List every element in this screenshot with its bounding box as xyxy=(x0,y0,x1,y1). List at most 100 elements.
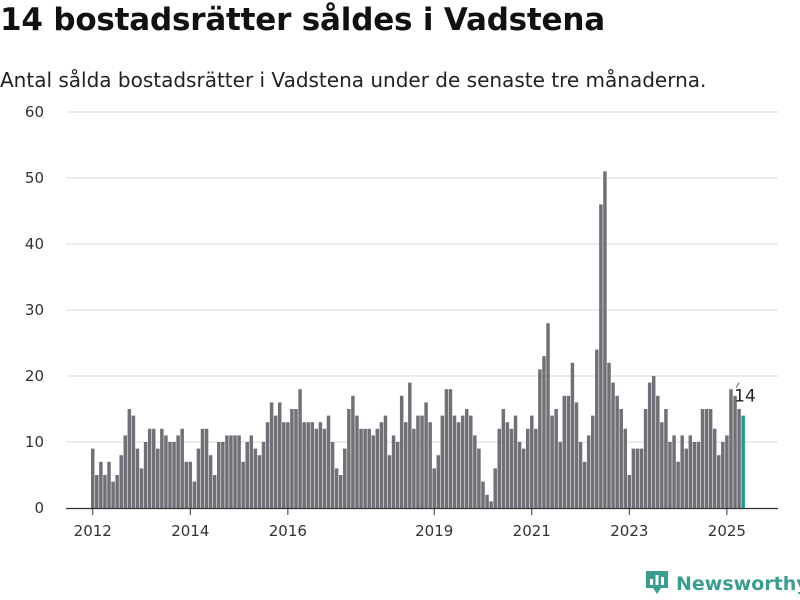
bar xyxy=(168,442,172,508)
bar xyxy=(680,435,684,508)
highlighted-bar xyxy=(741,415,745,508)
bar xyxy=(404,422,408,508)
bar xyxy=(416,415,420,508)
bar xyxy=(318,422,323,508)
bar xyxy=(424,402,428,508)
bar xyxy=(574,402,579,508)
bar xyxy=(460,415,465,508)
bar xyxy=(180,428,184,508)
brand-logo[interactable]: Newsworthy xyxy=(644,568,800,600)
bar xyxy=(591,415,595,508)
chart-title: 14 bostadsrätter såldes i Vadstena xyxy=(0,2,605,38)
bar xyxy=(326,415,331,508)
bar xyxy=(237,435,241,508)
bar xyxy=(196,448,201,508)
bar xyxy=(656,395,660,508)
bar xyxy=(151,428,156,508)
bar xyxy=(131,415,136,508)
bar xyxy=(343,448,347,508)
bar xyxy=(676,461,680,508)
bar xyxy=(717,455,721,508)
bar xyxy=(578,442,583,508)
bar xyxy=(367,428,371,508)
bar xyxy=(570,362,575,508)
bar xyxy=(135,448,140,508)
bar xyxy=(505,422,510,508)
bar xyxy=(651,376,656,508)
bar xyxy=(107,461,111,508)
bar xyxy=(127,409,132,508)
bar xyxy=(501,409,506,508)
bar xyxy=(692,442,697,508)
bar xyxy=(338,475,343,508)
bar xyxy=(233,435,237,508)
bar xyxy=(607,362,611,508)
bar xyxy=(221,442,225,508)
bar xyxy=(412,428,416,508)
bar xyxy=(383,415,388,508)
bar xyxy=(143,442,148,508)
bar xyxy=(188,461,193,508)
bar xyxy=(509,428,514,508)
bar xyxy=(558,442,562,508)
bar xyxy=(399,395,404,508)
bar xyxy=(440,415,445,508)
bar xyxy=(420,415,424,508)
bar xyxy=(664,409,668,508)
bar xyxy=(294,409,298,508)
bar xyxy=(521,448,526,508)
bar xyxy=(599,204,603,508)
bar xyxy=(208,455,213,508)
bar xyxy=(103,475,107,508)
label-leader-line xyxy=(735,382,740,388)
bar xyxy=(282,422,286,508)
bar xyxy=(314,428,319,508)
bar xyxy=(249,435,254,508)
bar xyxy=(660,422,664,508)
bar xyxy=(542,356,546,508)
bar xyxy=(253,448,258,508)
bar xyxy=(530,415,534,508)
bar xyxy=(493,468,497,508)
bar xyxy=(643,409,648,508)
x-tick-label: 2023 xyxy=(610,522,648,540)
bar xyxy=(452,415,457,508)
bar xyxy=(428,422,432,508)
y-tick-label: 40 xyxy=(25,235,44,253)
bar xyxy=(668,442,672,508)
bar xyxy=(525,428,530,508)
bar xyxy=(217,442,221,508)
bar xyxy=(408,382,412,508)
bar xyxy=(708,409,713,508)
bar xyxy=(696,442,701,508)
data-labels: 14 xyxy=(734,382,756,407)
bar xyxy=(111,481,115,508)
chart-subtitle: Antal sålda bostadsrätter i Vadstena und… xyxy=(0,68,707,92)
bar xyxy=(534,428,538,508)
bar xyxy=(469,415,473,508)
bar xyxy=(546,323,550,508)
grid-lines xyxy=(66,111,778,443)
y-tick-label: 30 xyxy=(25,301,44,319)
bar xyxy=(477,448,481,508)
bar xyxy=(99,461,103,508)
bar xyxy=(619,409,623,508)
bar xyxy=(192,481,197,508)
bar xyxy=(269,402,274,508)
bar xyxy=(485,494,489,508)
bar xyxy=(176,435,180,508)
bar xyxy=(582,461,587,508)
bar xyxy=(611,382,615,508)
bar xyxy=(322,428,327,508)
bar xyxy=(363,428,367,508)
y-tick-label: 20 xyxy=(25,367,44,385)
y-tick-label: 0 xyxy=(34,499,44,517)
bar xyxy=(586,435,591,508)
bar xyxy=(615,395,619,508)
bar xyxy=(95,475,99,508)
bar xyxy=(566,395,571,508)
bar xyxy=(464,409,469,508)
bar xyxy=(265,422,270,508)
y-axis: 0 10 20 30 40 50 60 xyxy=(25,103,44,517)
